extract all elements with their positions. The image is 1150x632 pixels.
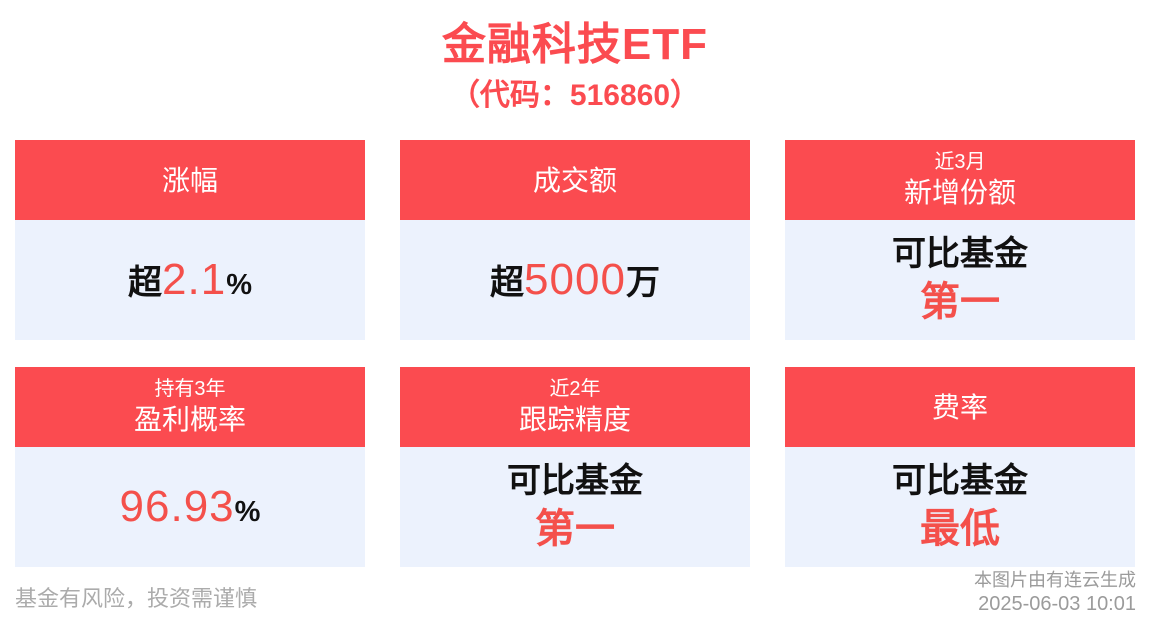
card-value-change-pct: 超 2.1 %: [15, 220, 365, 340]
metric-card-profit-probability: 持有3年 盈利概率 96.93 %: [15, 367, 365, 567]
card-header-label: 费率: [931, 391, 988, 423]
card-header-period: 近3月: [934, 151, 986, 173]
card-header-period: 近2年: [549, 378, 601, 400]
fund-code: （代码：516860）: [449, 79, 701, 113]
value-run: 超 2.1 %: [128, 255, 252, 305]
card-header-change-pct: 涨幅: [15, 140, 365, 220]
card-header-profit-probability: 持有3年 盈利概率: [15, 367, 365, 447]
card-header-label: 涨幅: [161, 164, 218, 196]
value-line2: 最低: [920, 507, 1000, 552]
metric-grid: 涨幅 超 2.1 % 成交额 超 5000 万: [15, 140, 1135, 567]
generator-credit: 本图片由有连云生成: [974, 570, 1136, 591]
metric-card-tracking-accuracy: 近2年 跟踪精度 可比基金 第一: [400, 367, 750, 567]
card-value-fee-rate: 可比基金 最低: [785, 447, 1135, 567]
value-suffix: %: [234, 496, 261, 528]
value-suffix: 万: [625, 264, 660, 302]
card-value-turnover: 超 5000 万: [400, 220, 750, 340]
value-prefix: 超: [128, 264, 163, 302]
value-number: 96.93: [119, 482, 235, 531]
value-number: 5000: [524, 255, 626, 304]
metric-card-change-pct: 涨幅 超 2.1 %: [15, 140, 365, 340]
card-value-new-shares: 可比基金 第一: [785, 220, 1135, 340]
value-line2: 第一: [535, 507, 615, 552]
card-header-period: 持有3年: [154, 378, 226, 400]
risk-disclaimer: 基金有风险，投资需谨慎: [15, 586, 258, 611]
value-line2: 第一: [920, 280, 1000, 325]
card-header-label: 新增份额: [903, 177, 1016, 208]
value-run: 96.93 %: [120, 482, 261, 532]
card-value-profit-probability: 96.93 %: [15, 447, 365, 567]
credit-block: 本图片由有连云生成 2025-06-03 10:01: [974, 570, 1136, 616]
metric-card-fee-rate: 费率 可比基金 最低: [785, 367, 1135, 567]
metric-card-turnover: 成交额 超 5000 万: [400, 140, 750, 340]
card-header-label: 跟踪精度: [518, 404, 631, 435]
card-header-new-shares: 近3月 新增份额: [785, 140, 1135, 220]
card-value-tracking-accuracy: 可比基金 第一: [400, 447, 750, 567]
card-header-turnover: 成交额: [400, 140, 750, 220]
value-number: 2.1: [162, 255, 227, 304]
value-line1: 可比基金: [892, 461, 1028, 500]
metric-card-new-shares: 近3月 新增份额 可比基金 第一: [785, 140, 1135, 340]
generation-timestamp: 2025-06-03 10:01: [978, 593, 1136, 615]
card-header-label: 成交额: [532, 164, 617, 196]
card-header-label: 盈利概率: [133, 404, 246, 435]
page-title: 金融科技ETF: [441, 20, 709, 69]
card-header-fee-rate: 费率: [785, 367, 1135, 447]
value-prefix: 超: [490, 264, 525, 302]
card-header-tracking-accuracy: 近2年 跟踪精度: [400, 367, 750, 447]
footer: 基金有风险，投资需谨慎 本图片由有连云生成 2025-06-03 10:01: [15, 570, 1136, 616]
value-line1: 可比基金: [892, 234, 1028, 273]
value-suffix: %: [226, 269, 252, 301]
value-line1: 可比基金: [507, 461, 643, 500]
value-run: 超 5000 万: [490, 255, 660, 305]
title-block: 金融科技ETF （代码：516860）: [0, 0, 1150, 111]
